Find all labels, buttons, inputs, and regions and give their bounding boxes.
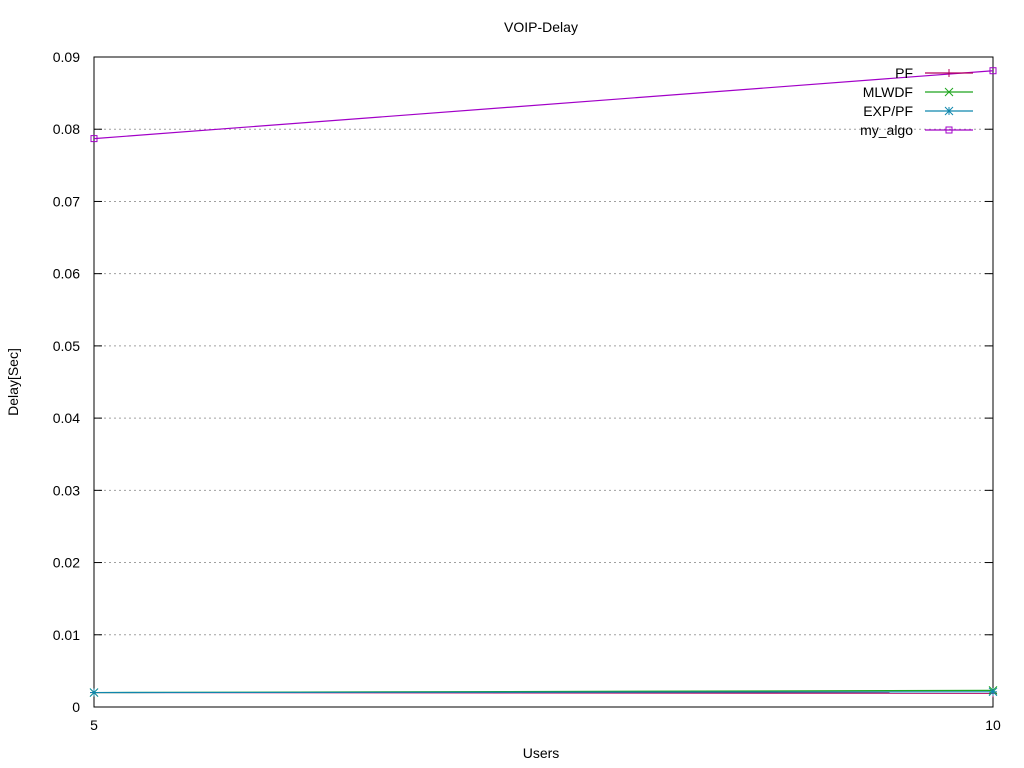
tick-layer: 0 0.01 0.02 0.03 0.04 0.05 0.06 0.07 0.08 0.09 5 10 [53,49,1001,733]
y-tick-label: 0.04 [53,410,80,426]
series-line-my-algo [93,70,994,140]
x-tick-label: 5 [90,717,98,733]
legend-label-pf: PF [895,65,913,81]
y-tick-label: 0.03 [53,482,80,498]
data-point-my-algo [90,135,98,143]
x-tick-label: 10 [985,717,1001,733]
legend-marker-pf [945,69,953,77]
legend-label-my-algo: my_algo [860,122,913,138]
series-layer [89,67,998,698]
data-point-exp-pf [988,687,998,697]
y-tick-label: 0.01 [53,627,80,643]
y-tick-label: 0 [72,699,80,715]
legend-marker-exp-pf [944,106,954,116]
series-line-exp-pf [93,691,994,694]
plot-frame [93,56,994,708]
legend-marker-mlwdf [944,87,954,97]
chart-title: VOIP-Delay [504,19,578,35]
y-tick-label: 0.08 [53,121,80,137]
legend-marker-my-algo [945,126,953,134]
y-axis-label: Delay[Sec] [5,348,21,416]
data-point-exp-pf [89,688,99,697]
y-tick-label: 0.07 [53,193,80,209]
legend-label-mlwdf: MLWDF [863,84,913,100]
y-tick-label: 0.05 [53,338,80,354]
legend-label-exp-pf: EXP/PF [863,103,913,119]
x-axis-label: Users [523,745,560,761]
legend: PF MLWDF EXP/PF my_algo [860,65,973,138]
y-tick-label: 0.09 [53,49,80,65]
data-point-my-algo [989,67,997,75]
y-tick-label: 0.02 [53,555,80,571]
y-tick-label: 0.06 [53,266,80,282]
